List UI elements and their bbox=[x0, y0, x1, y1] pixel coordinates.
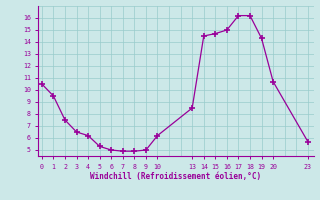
X-axis label: Windchill (Refroidissement éolien,°C): Windchill (Refroidissement éolien,°C) bbox=[91, 172, 261, 181]
